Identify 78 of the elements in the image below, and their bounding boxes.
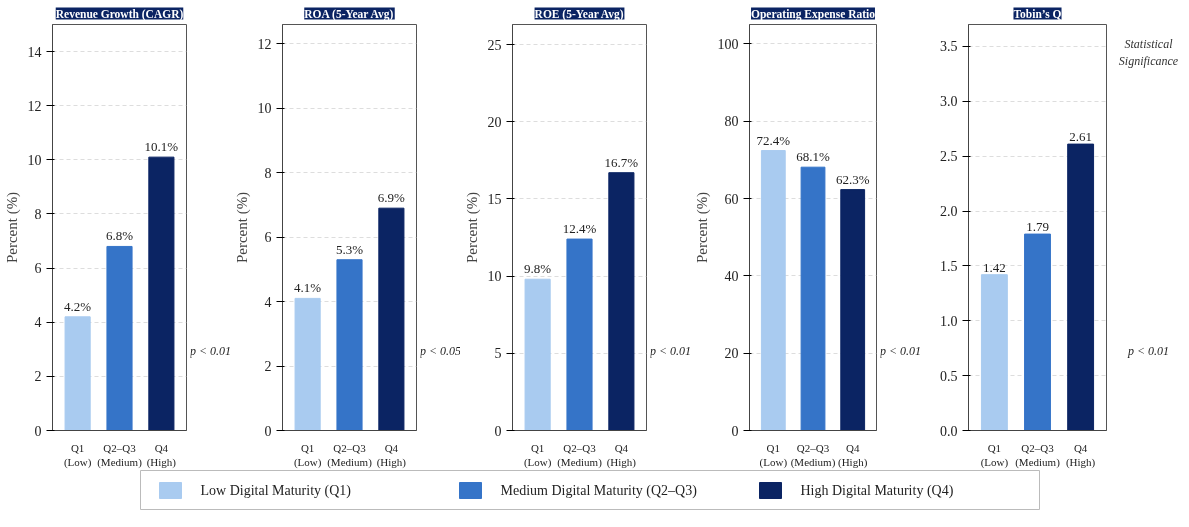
y-tick-label: 0 <box>34 423 42 439</box>
y-tick-label: 8 <box>34 206 42 222</box>
y-tick-label: 2 <box>264 359 272 375</box>
text: Statistical Significance <box>1118 36 1179 69</box>
data-label: 16.7% <box>604 154 639 170</box>
y-tick-label: 20 <box>487 114 502 130</box>
x-tick-label: Q4 (High) <box>146 441 177 469</box>
x-tick-label: Q1 (Low) <box>293 441 322 469</box>
y-tick-label: 0.0 <box>940 423 958 439</box>
data-label: 10.1% <box>144 139 179 155</box>
y-tick-label: 40 <box>724 268 739 284</box>
y-tick-label: 80 <box>724 114 739 130</box>
y-axis-title: Percent (%) <box>233 191 251 264</box>
data-label: 4.1% <box>294 280 322 296</box>
y-tick-label: 4 <box>34 315 42 331</box>
x-tick-label: Q1 (Low) <box>980 441 1009 469</box>
y-tick-label: 14 <box>27 44 42 60</box>
y-tick-label: 100 <box>717 36 739 52</box>
legend-label: Low Digital Maturity (Q1) <box>200 483 352 499</box>
data-label: 2.61 <box>1069 129 1092 145</box>
data-label: 12.4% <box>562 221 597 237</box>
data-label: 5.3% <box>335 241 364 257</box>
chart-title: Tobin’s Q <box>1013 7 1062 20</box>
data-label: 9.8% <box>524 261 552 277</box>
data-label: 1.42 <box>983 259 1006 275</box>
data-label: 6.9% <box>377 190 406 206</box>
y-tick-label: 4 <box>264 294 272 310</box>
y-tick-label: 10 <box>487 269 502 285</box>
y-tick-label: 5 <box>494 346 502 362</box>
text: p < 0.01 <box>1126 344 1170 359</box>
y-tick-label: 1.5 <box>940 258 958 274</box>
y-tick-label: 0 <box>264 423 272 439</box>
data-label: 72.4% <box>756 132 791 148</box>
y-tick-label: 15 <box>487 191 502 207</box>
y-tick-label: 3.0 <box>940 94 958 110</box>
y-tick-label: 6 <box>264 230 272 246</box>
y-tick-label: 3.5 <box>940 39 958 55</box>
y-axis-title: Percent (%) <box>693 191 711 264</box>
y-tick-label: 6 <box>34 261 42 277</box>
y-tick-label: 10 <box>27 152 42 168</box>
chart-title: Revenue Growth (CAGR) <box>55 7 184 21</box>
y-tick-label: 60 <box>724 191 739 207</box>
y-tick-label: 12 <box>257 36 272 52</box>
legend-label: Medium Digital Maturity (Q2–Q3) <box>500 483 698 499</box>
y-tick-label: 25 <box>487 37 502 53</box>
x-tick-label: Q2–Q3 (Medium) <box>1015 441 1061 469</box>
x-tick-label: Q4 (High) <box>838 441 868 469</box>
data-label: 4.2% <box>64 298 92 314</box>
x-tick-label: Q4 (High) <box>1065 441 1096 469</box>
x-tick-label: Q4 (High) <box>376 441 407 469</box>
chart-title: ROA (5-Year Avg) <box>304 7 394 21</box>
data-label: 62.3% <box>835 171 870 187</box>
x-tick-label: Q4 (High) <box>606 441 637 469</box>
y-tick-label: 0.5 <box>940 368 958 384</box>
y-tick-label: 2.5 <box>940 149 958 165</box>
y-tick-label: 20 <box>724 346 739 362</box>
x-tick-label: Q2–Q3 (Medium) <box>557 441 603 469</box>
y-tick-label: 2.0 <box>940 204 958 220</box>
x-tick-label: Q2–Q3 (Medium) <box>97 441 143 469</box>
x-tick-label: Q1 (Low) <box>63 441 92 469</box>
x-tick-label: Q2–Q3 (Medium) <box>327 441 373 469</box>
x-tick-label: Q1 (Low) <box>759 441 788 469</box>
y-tick-label: 2 <box>34 369 42 385</box>
data-label: 68.1% <box>796 149 830 165</box>
y-tick-label: 1.0 <box>940 313 958 329</box>
y-tick-label: 0 <box>494 423 502 439</box>
data-label: 1.79 <box>1026 219 1049 235</box>
y-tick-label: 12 <box>27 98 42 114</box>
y-axis-title: Percent (%) <box>3 191 21 264</box>
data-label: 6.8% <box>105 228 134 244</box>
chart-title: Operating Expense Ratio <box>751 7 876 21</box>
y-tick-label: 0 <box>731 423 739 439</box>
y-tick-label: 10 <box>257 101 272 117</box>
y-axis-title: Percent (%) <box>463 191 481 264</box>
legend-label: High Digital Maturity (Q4) <box>800 483 954 499</box>
y-tick-label: 8 <box>264 165 272 181</box>
x-tick-label: Q2–Q3 (Medium) <box>790 441 836 469</box>
x-tick-label: Q1 (Low) <box>523 441 552 469</box>
